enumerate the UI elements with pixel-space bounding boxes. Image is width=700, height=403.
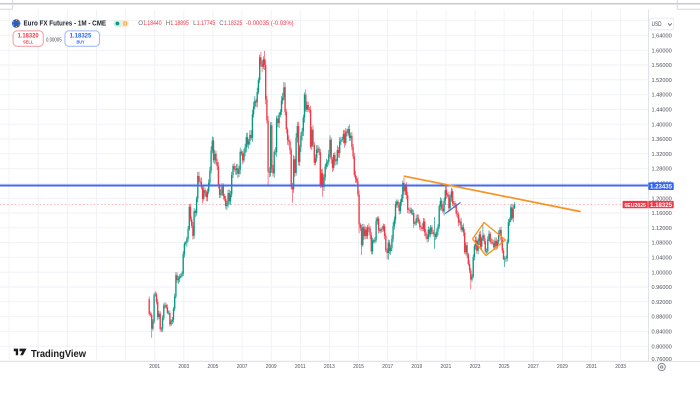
svg-text:2003: 2003 [178,364,189,370]
svg-text:1.18325: 1.18325 [70,33,92,40]
svg-text:2027: 2027 [528,364,539,370]
svg-text:2019: 2019 [411,364,422,370]
svg-text:-0.00035 (-0.03%): -0.00035 (-0.03%) [246,20,294,27]
svg-text:0.84000: 0.84000 [652,330,673,336]
svg-text:TradingView: TradingView [31,349,87,360]
svg-text:1.28000: 1.28000 [652,167,673,173]
svg-text:1.18440: 1.18440 [143,20,162,27]
svg-text:2005: 2005 [208,364,219,370]
svg-text:2007: 2007 [237,364,248,370]
svg-text:C: C [219,20,224,27]
svg-text:1.36000: 1.36000 [652,137,673,143]
svg-text:2017: 2017 [382,364,393,370]
svg-text:0.80000: 0.80000 [652,344,673,350]
svg-text:1.20000: 1.20000 [652,196,673,202]
svg-text:1.18325: 1.18325 [650,202,673,209]
svg-text:1.40000: 1.40000 [652,122,673,128]
svg-text:1.56000: 1.56000 [652,63,673,69]
svg-text:1.17745: 1.17745 [197,20,216,27]
svg-text:2009: 2009 [266,364,277,370]
svg-text:USD: USD [652,22,663,28]
svg-text:2029: 2029 [557,364,568,370]
svg-text:1.48000: 1.48000 [652,93,673,99]
svg-text:1.00000: 1.00000 [652,270,673,276]
svg-text:D: D [123,22,127,28]
svg-text:2023: 2023 [470,364,481,370]
svg-text:2033: 2033 [615,364,626,370]
svg-text:1.08000: 1.08000 [652,241,673,247]
svg-text:1.23435: 1.23435 [650,184,673,191]
svg-text:Euro FX Futures - 1M - CME: Euro FX Futures - 1M - CME [24,21,107,28]
svg-text:2001: 2001 [149,364,160,370]
svg-text:1.18320: 1.18320 [18,33,40,40]
svg-text:BUY: BUY [76,39,85,45]
svg-text:0.96000: 0.96000 [652,285,673,291]
svg-text:1.18325: 1.18325 [224,20,243,27]
svg-text:L: L [193,20,197,27]
svg-text:0.76000: 0.76000 [652,357,673,363]
svg-text:0.00005: 0.00005 [46,38,62,44]
svg-text:2031: 2031 [586,364,597,370]
svg-text:1.44000: 1.44000 [652,108,673,114]
svg-text:2025: 2025 [499,364,510,370]
svg-text:2011: 2011 [295,364,306,370]
svg-text:0.92000: 0.92000 [652,300,673,306]
svg-text:1.16000: 1.16000 [652,211,673,217]
svg-text:2015: 2015 [353,364,364,370]
svg-text:H: H [166,20,170,27]
svg-text:2013: 2013 [324,364,335,370]
svg-text:1.04000: 1.04000 [652,256,673,262]
svg-text:0.88000: 0.88000 [652,315,673,321]
svg-text:1.18895: 1.18895 [170,20,189,27]
svg-text:1.60000: 1.60000 [652,48,673,54]
svg-text:1.32000: 1.32000 [652,152,673,158]
svg-text:6EU2025: 6EU2025 [624,203,646,209]
svg-text:O: O [138,20,143,27]
svg-text:2021: 2021 [441,364,452,370]
svg-text:1.64000: 1.64000 [652,34,673,40]
svg-text:SELL: SELL [23,39,33,45]
svg-text:1.52000: 1.52000 [652,78,673,84]
svg-text:1.12000: 1.12000 [652,226,673,232]
